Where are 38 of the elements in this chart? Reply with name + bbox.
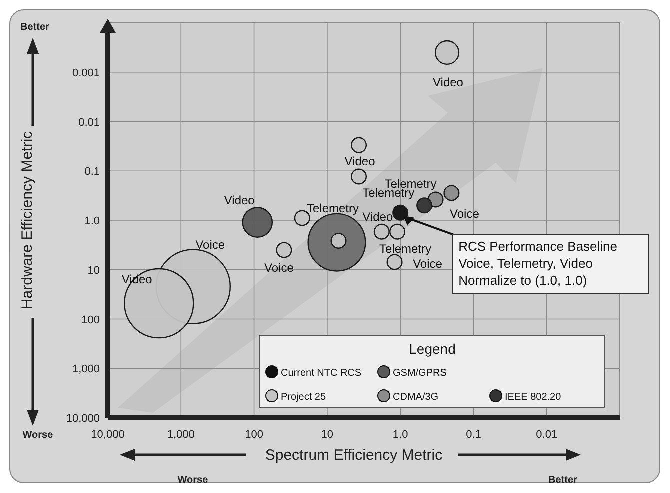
- y-tick-label: 1.0: [84, 216, 100, 228]
- text: Worse: [178, 475, 209, 486]
- legend-label: Project 25: [281, 392, 326, 403]
- annotation: RCS Performance Baseline Voice, Telemetry, Video Normalize to (1.0, 1.0): [458, 238, 618, 288]
- y-tick-label: 0.001: [72, 67, 100, 80]
- x-tick-label: 100: [245, 429, 264, 441]
- annotation: Telemetry: [306, 202, 359, 216]
- annotation: Telemetry: [384, 176, 437, 191]
- y-tick-label: 10: [88, 264, 100, 277]
- x-tick-label: 1.0: [392, 429, 408, 441]
- x-tick-label: 0.1: [466, 429, 482, 441]
- legend-title: Legend: [409, 341, 456, 357]
- y-axis-title: Hardware Efficiency Metric: [19, 130, 36, 310]
- annotation: Video: [362, 210, 394, 224]
- annotation: Voice: [196, 238, 226, 252]
- legend-label: Current NTC RCS: [281, 368, 362, 379]
- annotation: Video: [433, 76, 464, 90]
- y-tick-label: 10,000: [66, 413, 100, 425]
- x-axis-title: Spectrum Efficiency Metric: [265, 447, 444, 464]
- legend-label: CDMA/3G: [393, 392, 439, 403]
- text: Worse: [22, 430, 54, 441]
- y-tick-label: 1,000: [72, 364, 100, 376]
- legend-label: GSM/GPRS: [393, 368, 448, 379]
- annotation: Voice: [450, 207, 480, 222]
- annotation: Telemetry: [380, 242, 432, 256]
- x-tick-label: 10: [321, 429, 334, 441]
- y-tick-label: 100: [82, 314, 100, 326]
- legend-label: IEEE 802.20: [505, 392, 562, 403]
- y-tick-label: 0.1: [84, 166, 100, 178]
- text: Better: [20, 22, 50, 33]
- x-tick-label: 1,000: [167, 429, 195, 441]
- annotation: Voice: [264, 261, 294, 276]
- annotation: Voice: [413, 257, 443, 272]
- annotation: Video: [224, 194, 256, 208]
- annotation: Video: [344, 154, 376, 168]
- y-tick-label: 0.01: [78, 116, 100, 129]
- x-tick-label: 0.01: [536, 429, 558, 441]
- text: Better: [548, 475, 578, 486]
